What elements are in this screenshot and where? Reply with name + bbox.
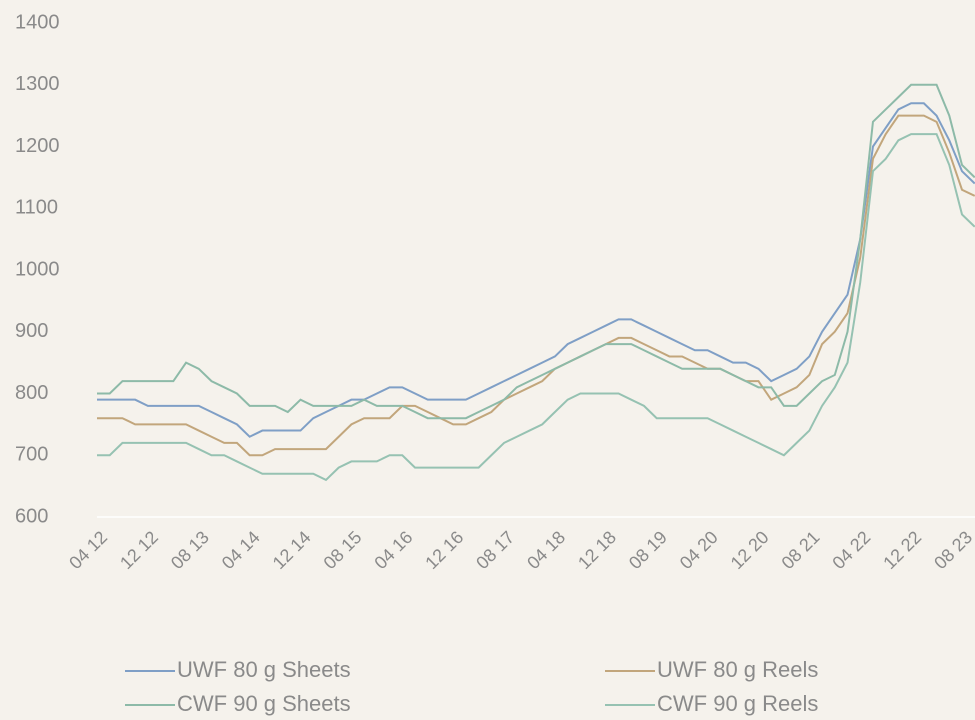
y-tick-label: 600 — [15, 505, 48, 527]
y-tick-label: 900 — [15, 320, 48, 342]
x-tick-label: 12 14 — [269, 527, 315, 573]
legend-label: UWF 80 g Reels — [657, 657, 818, 682]
y-tick-label: 700 — [15, 444, 48, 466]
x-tick-label: 04 20 — [676, 527, 722, 573]
x-tick-label: 12 16 — [421, 527, 467, 573]
x-tick-label: 12 12 — [116, 527, 162, 573]
x-tick-label: 12 18 — [574, 527, 620, 573]
x-tick-label: 04 14 — [218, 527, 264, 573]
x-tick-label: 04 22 — [828, 527, 874, 573]
y-tick-label: 1000 — [15, 258, 60, 280]
x-tick-label: 04 16 — [370, 527, 416, 573]
x-tick-label: 08 21 — [778, 527, 824, 573]
series-line — [97, 114, 975, 457]
y-tick-label: 1200 — [15, 135, 60, 157]
x-tick-label: 08 19 — [625, 527, 671, 573]
x-tick-label: 08 17 — [472, 527, 518, 573]
legend-label: UWF 80 g Sheets — [177, 657, 351, 682]
y-tick-label: 800 — [15, 382, 48, 404]
series-line — [97, 102, 975, 438]
y-tick-label: 1300 — [15, 73, 60, 95]
x-tick-label: 04 12 — [65, 527, 111, 573]
x-tick-label: 12 22 — [879, 527, 925, 573]
x-tick-label: 08 15 — [320, 527, 366, 573]
x-tick-label: 04 18 — [523, 527, 569, 573]
y-tick-label: 1100 — [15, 197, 58, 219]
x-tick-label: 12 20 — [727, 527, 773, 573]
series-line — [97, 133, 975, 482]
legend-label: CWF 90 g Sheets — [177, 691, 351, 716]
y-tick-label: 1400 — [15, 11, 60, 33]
x-tick-label: 08 13 — [167, 527, 213, 573]
legend-label: CWF 90 g Reels — [657, 691, 818, 716]
series-line — [97, 83, 975, 420]
x-tick-label: 08 23 — [930, 527, 975, 573]
